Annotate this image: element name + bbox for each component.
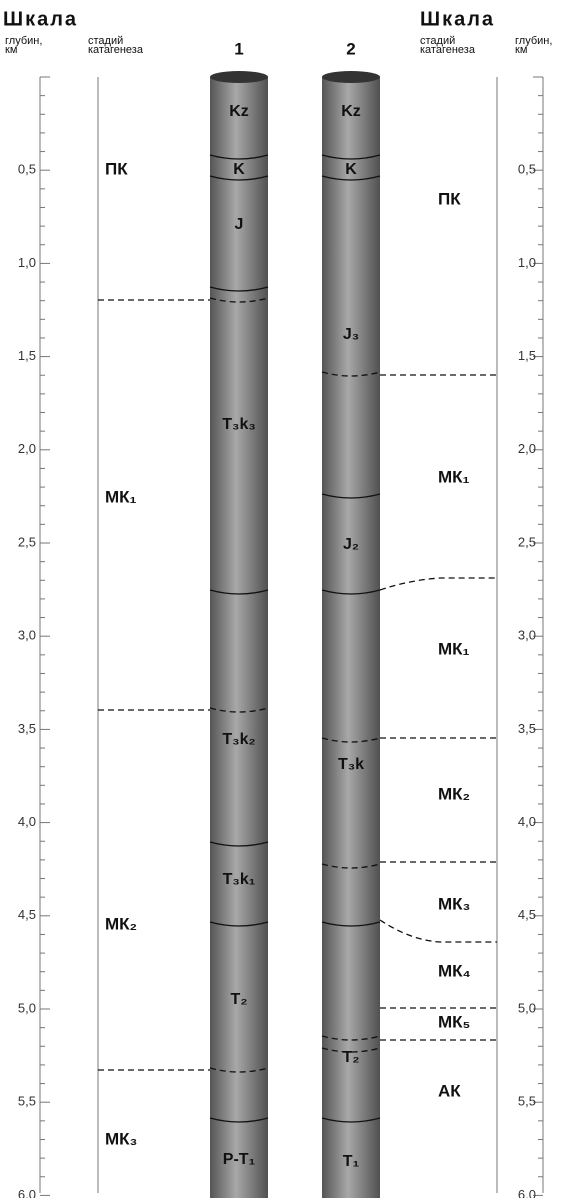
- layer-label: K: [233, 161, 245, 178]
- stage-label: МК₅: [438, 1012, 470, 1031]
- layer-label: J: [235, 216, 244, 233]
- depth-tick-label: 0,5: [18, 162, 36, 177]
- depth-tick-label: 1,5: [518, 348, 536, 363]
- layer-label: T₃k₂: [222, 731, 255, 748]
- column-cap: [210, 71, 268, 83]
- depth-tick-label: 4,5: [518, 907, 536, 922]
- depth-tick-label: 3,0: [518, 628, 536, 643]
- layer-label: P-T₁: [223, 1151, 256, 1168]
- depth-tick-label: 0,5: [518, 162, 536, 177]
- column-body: [210, 77, 268, 1198]
- layer-label: T₂: [231, 991, 248, 1008]
- stage-label: МК₃: [438, 894, 470, 913]
- header-right: Шкала стадий катагенеза глубин, км: [420, 8, 552, 56]
- depth-tick-label: 2,0: [518, 441, 536, 456]
- layer-label: T₃k₁: [223, 871, 256, 888]
- depth-tick-label: 1,0: [18, 255, 36, 270]
- stage-label: МК₁: [438, 639, 470, 658]
- stage-label: МК₂: [438, 784, 470, 803]
- depth-tick-label: 4,0: [518, 814, 536, 829]
- depth-label: км: [5, 44, 17, 56]
- layer-label: T₁: [343, 1153, 360, 1170]
- depth-tick-label: 2,5: [518, 534, 536, 549]
- depth-tick-label: 2,0: [18, 441, 36, 456]
- layer-label: T₂: [343, 1049, 360, 1066]
- column-number: 2: [346, 39, 355, 58]
- stage-label: МК₁: [105, 487, 137, 506]
- depth-tick-label: 2,5: [18, 534, 36, 549]
- layer-label: Kz: [229, 103, 249, 120]
- column-body: [322, 77, 380, 1198]
- layer-label: J₂: [343, 536, 359, 553]
- columns: [210, 71, 380, 1198]
- depth-tick-label: 4,0: [18, 814, 36, 829]
- header-left: Шкала глубин, км стадий катагенеза: [3, 8, 144, 56]
- layer-label: J₃: [343, 326, 359, 343]
- depth-tick-label: 1,5: [18, 348, 36, 363]
- depth-tick-label: 6,0: [518, 1187, 536, 1198]
- depth-tick-label: 5,5: [18, 1094, 36, 1109]
- depth-tick-label: 5,5: [518, 1094, 536, 1109]
- depth-tick-label: 3,5: [518, 721, 536, 736]
- stage-label: МК₃: [105, 1129, 137, 1148]
- title: Шкала: [3, 8, 78, 30]
- depth-tick-label: 3,5: [18, 721, 36, 736]
- layer-label: K: [345, 161, 357, 178]
- stage-label: ПК: [105, 159, 128, 178]
- stage-label: ПК: [438, 189, 461, 208]
- depth-tick-label: 5,0: [518, 1000, 536, 1015]
- stage-label: АК: [438, 1081, 461, 1100]
- layer-label: T₃k: [338, 756, 364, 773]
- column-cap: [322, 71, 380, 83]
- depth-tick-label: 5,0: [18, 1000, 36, 1015]
- title: Шкала: [420, 8, 495, 30]
- depth-tick-label: 4,5: [18, 907, 36, 922]
- stages-label: катагенеза: [420, 44, 476, 56]
- layer-label: Kz: [341, 103, 361, 120]
- layer-label: T₃k₃: [222, 416, 255, 433]
- depth-label: км: [515, 44, 527, 56]
- diagram: Шкала глубин, км стадий катагенеза Шкала…: [0, 0, 571, 1198]
- stage-label: МК₂: [105, 914, 137, 933]
- stage-label: МК₁: [438, 467, 470, 486]
- column-number: 1: [234, 39, 243, 58]
- depth-tick-label: 3,0: [18, 628, 36, 643]
- depth-tick-label: 1,0: [518, 255, 536, 270]
- stage-label: МК₄: [438, 961, 471, 980]
- stages-label: катагенеза: [88, 44, 144, 56]
- depth-tick-label: 6,0: [18, 1187, 36, 1198]
